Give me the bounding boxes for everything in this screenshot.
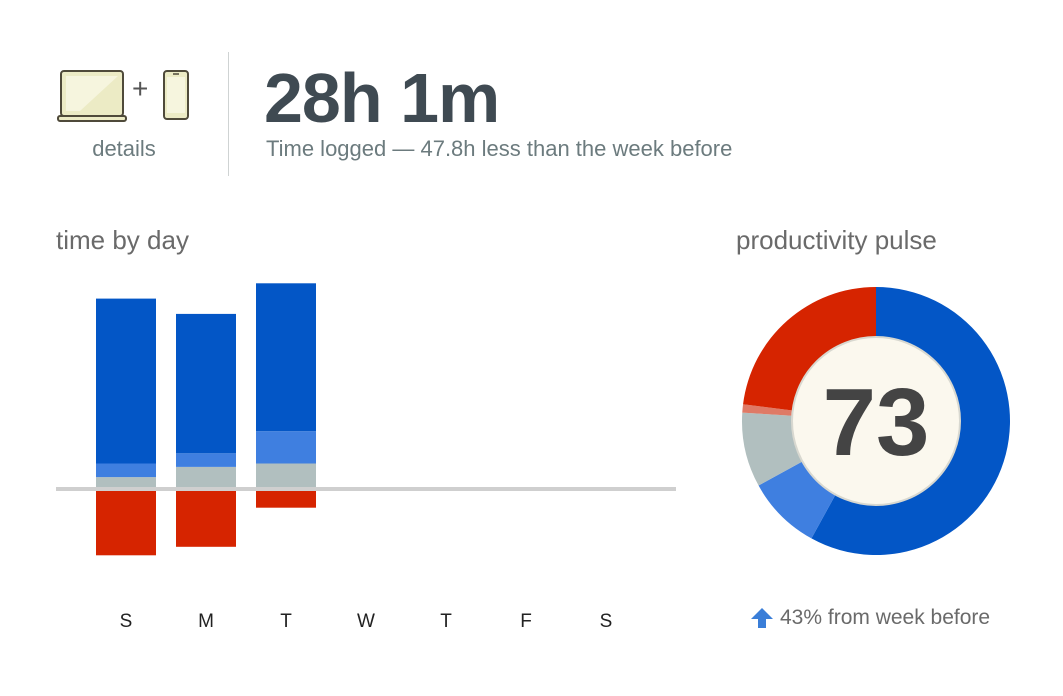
bar-segment-2-1[interactable] <box>256 431 316 464</box>
devices-group[interactable]: + <box>56 68 192 164</box>
header-divider <box>228 52 229 176</box>
pulse-change: 43% from week before <box>750 606 990 630</box>
bar-segment-1-2[interactable] <box>176 313 236 454</box>
pulse-slice-0[interactable] <box>811 287 1010 555</box>
time-logged-subtitle: Time logged — 47.8h less than the week b… <box>266 136 733 161</box>
productivity-pulse-chart: 73 <box>741 287 1010 555</box>
pulse-slice-4[interactable] <box>743 287 876 411</box>
phone-icon <box>163 70 189 120</box>
bar-segment-1-0[interactable] <box>176 466 236 489</box>
bar-segment-0-2[interactable] <box>96 298 156 464</box>
pulse-slice-2[interactable] <box>741 412 803 486</box>
bar-segment-0-0[interactable] <box>96 477 156 489</box>
day-label-2: T <box>280 611 292 632</box>
day-label-5: F <box>520 611 532 632</box>
plus-separator: + <box>132 73 149 104</box>
bar-segment-2-2[interactable] <box>256 283 316 432</box>
productivity-pulse-title: productivity pulse <box>736 225 937 255</box>
pulse-center <box>791 336 961 506</box>
laptop-icon <box>57 70 189 122</box>
bar-segment-0-3[interactable] <box>96 489 156 556</box>
baseline <box>56 487 676 491</box>
arrow-up-icon <box>751 608 773 628</box>
details-link[interactable]: details <box>92 136 156 161</box>
time-by-day-title: time by day <box>56 225 189 255</box>
day-label-3: W <box>357 611 375 632</box>
day-label-0: S <box>120 611 133 632</box>
bar-segment-1-3[interactable] <box>176 489 236 547</box>
day-label-4: T <box>440 611 452 632</box>
bar-segment-1-1[interactable] <box>176 453 236 467</box>
total-time: 28h 1m <box>264 59 500 137</box>
bar-segment-2-3[interactable] <box>256 489 316 508</box>
day-label-6: S <box>600 611 613 632</box>
day-label-1: M <box>198 611 214 632</box>
bar-segment-2-0[interactable] <box>256 463 316 490</box>
pulse-slice-3[interactable] <box>742 404 793 416</box>
bar-segment-0-1[interactable] <box>96 463 156 478</box>
pulse-change-text: 43% from week before <box>780 606 991 629</box>
pulse-score: 73 <box>823 369 930 476</box>
